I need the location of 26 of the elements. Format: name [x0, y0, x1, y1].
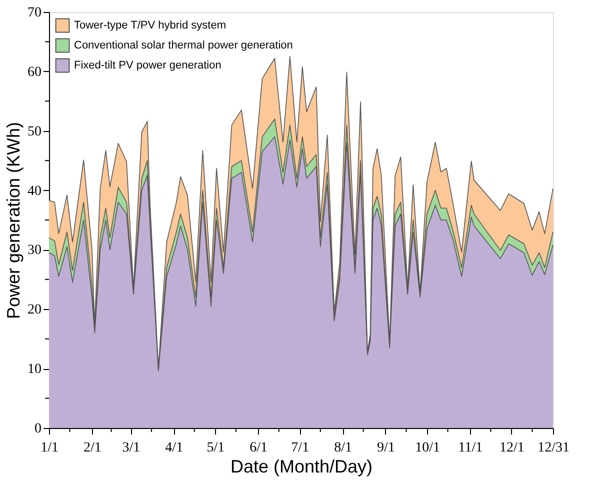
x-tick-label: 5/1: [206, 440, 225, 456]
x-tick-label: 11/1: [458, 440, 483, 456]
x-tick-label: 7/1: [291, 440, 310, 456]
x-tick-label: 12/1: [500, 440, 524, 456]
y-tick-label: 50: [28, 124, 42, 140]
x-tick-label: 6/1: [250, 440, 268, 456]
y-axis-title: Power generation (KWh): [4, 122, 24, 320]
x-tick-label: 2/1: [83, 440, 102, 456]
y-tick-label: 70: [28, 6, 42, 20]
y-tick-label: 60: [28, 64, 42, 80]
y-tick-label: 30: [28, 243, 42, 258]
x-tick-label: 1/1: [40, 440, 58, 456]
x-tick-label: 10/1: [415, 440, 440, 456]
x-axis-title: Date (Month/Day): [230, 456, 373, 476]
legend-label: Tower-type T/PV hybrid system: [74, 20, 226, 32]
legend-label: Conventional solar thermal power generation: [74, 40, 293, 52]
legend-label: Fixed-tilt PV power generation: [74, 60, 222, 72]
y-tick-label: 40: [28, 184, 42, 199]
x-tick-label: 3/1: [122, 440, 140, 456]
x-tick-label: 8/1: [334, 440, 352, 456]
x-tick-label: 12/31: [538, 440, 570, 456]
y-tick-label: 0: [34, 422, 42, 436]
y-tick-label: 20: [28, 302, 42, 318]
x-tick-label: 4/1: [165, 440, 184, 456]
x-tick-label: 9/1: [377, 440, 395, 456]
y-tick-label: 10: [28, 362, 42, 378]
